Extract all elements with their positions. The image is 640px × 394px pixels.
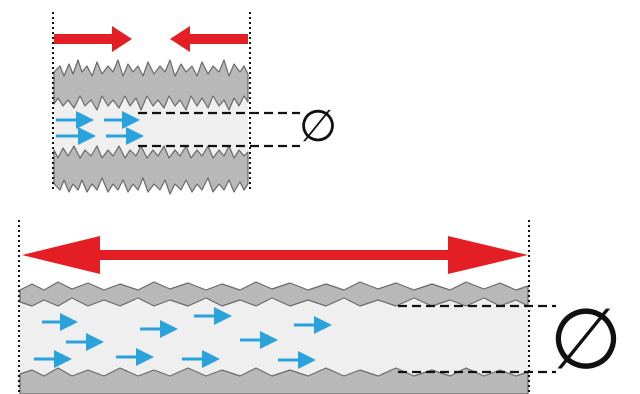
stretch-arrow bbox=[22, 236, 528, 274]
compressed-flow-arrows bbox=[56, 111, 144, 145]
compression-arrows bbox=[54, 26, 248, 52]
compressed-upper-wall bbox=[53, 59, 249, 111]
small-diameter-symbol: ∅ bbox=[299, 101, 337, 152]
stretched-panel: ∅ bbox=[18, 220, 623, 394]
force-arrow-right bbox=[54, 26, 132, 52]
stretched-flow-arrows bbox=[34, 307, 332, 369]
large-diameter-symbol: ∅ bbox=[549, 290, 622, 388]
compressed-panel: ∅ bbox=[52, 12, 337, 195]
force-arrow-left bbox=[170, 26, 248, 52]
stretched-channel bbox=[20, 300, 528, 380]
compressed-lower-wall bbox=[53, 145, 249, 195]
stretched-lower-wall bbox=[19, 367, 529, 394]
